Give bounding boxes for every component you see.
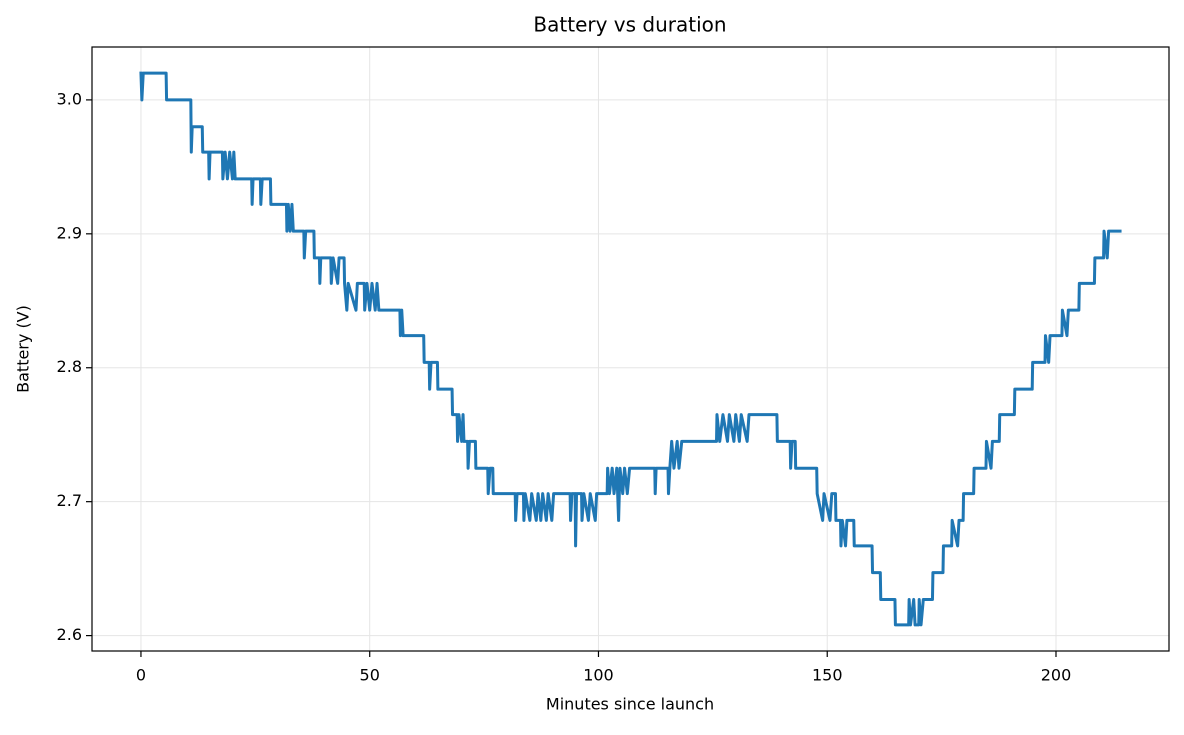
chart-title: Battery vs duration	[533, 13, 726, 37]
plot-frame	[91, 46, 1170, 652]
x-axis-label: Minutes since launch	[546, 695, 714, 714]
grid	[92, 47, 1169, 651]
y-tick-label: 3.0	[57, 89, 82, 108]
plot	[139, 71, 1122, 627]
data-line	[139, 71, 1122, 627]
y-axis-label: Battery (V)	[14, 305, 33, 393]
x-tick-label: 200	[1041, 666, 1072, 685]
x-tick-label: 100	[583, 666, 614, 685]
y-tick-label: 2.7	[57, 491, 82, 510]
x-tick-label: 50	[360, 666, 380, 685]
y-tick-label: 2.8	[57, 357, 82, 376]
y-tick-label: 2.9	[57, 223, 82, 242]
x-tick-label: 150	[812, 666, 843, 685]
y-tick-label: 2.6	[57, 625, 82, 644]
x-tick-label: 0	[136, 666, 146, 685]
